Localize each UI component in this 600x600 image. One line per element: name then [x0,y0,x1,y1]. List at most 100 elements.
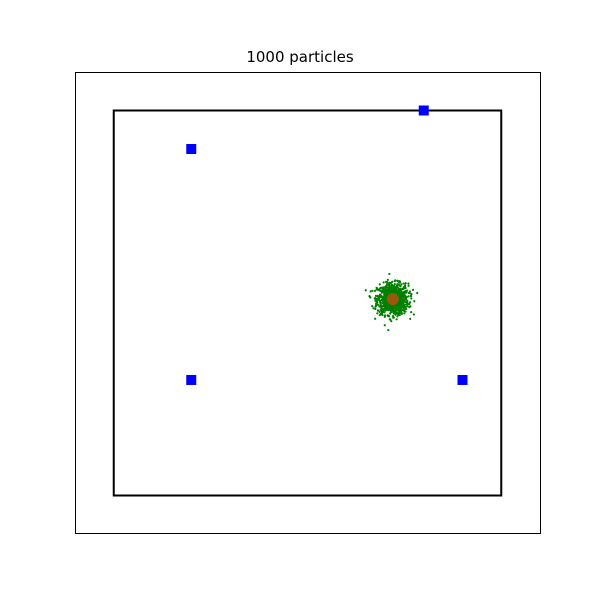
particle-point [383,295,386,298]
particle-point [402,282,405,285]
particle-point [396,315,399,318]
particle-point [374,302,378,305]
particle-point [409,295,413,298]
particle-point [389,281,393,285]
particle-point [374,317,377,320]
particle-point [375,300,378,303]
particle-point [381,289,385,292]
particle-point [396,280,399,283]
particle-point [412,313,415,316]
particle-point [387,291,390,294]
particle-point [409,317,412,320]
particle-point [396,290,399,293]
plot-frame [75,72,541,534]
particle-point [376,309,380,312]
particle-point [401,308,404,311]
particle-point [390,290,393,293]
particle-point [383,324,386,327]
particle-point [377,297,381,300]
particle-point [399,285,402,288]
particle-point [404,282,407,285]
particle-point [397,310,400,313]
particle-point [398,295,401,299]
particle-point [394,287,397,290]
particle-point [379,304,382,308]
particle-point [404,290,407,293]
particle-point [407,282,410,285]
particle-point [392,316,395,319]
world-boundary [112,109,503,497]
particle-point [379,312,382,315]
particle-point [398,304,402,307]
particle-point [393,305,396,309]
particle-point [381,298,384,301]
particle-point [407,284,410,287]
particle-point [376,288,380,291]
particle-point [401,296,404,299]
particle-point [373,289,377,293]
particle-point [369,290,372,293]
landmark-marker [457,375,468,385]
particle-point [400,304,403,307]
particle-point [413,300,416,303]
particle-point [375,286,378,289]
particle-point [408,291,411,295]
particle-point [385,286,388,289]
particle-point [401,301,405,304]
particle-point [391,310,395,313]
particle-point [374,297,377,300]
particle-point [397,287,400,290]
particle-point [388,318,391,321]
particle-point [394,289,397,292]
particle-point [384,314,387,317]
particle-point [405,298,408,301]
particle-point [411,288,415,291]
particle-point [400,293,403,296]
particle-point [399,306,403,309]
particle-point [390,284,393,287]
particle-point [383,291,386,294]
particle-point [404,295,407,299]
particle-point [410,297,413,300]
particle-point [388,281,391,284]
landmark-marker [418,105,429,116]
particle-point [385,301,388,304]
particle-point [388,272,391,276]
particle-point [408,306,411,309]
particle-point [382,302,385,305]
particle-point [386,314,389,317]
particle-point [404,307,407,311]
particle-point [398,314,401,317]
particle-point [388,304,391,307]
particle-point [394,311,397,314]
particle-point [386,281,389,284]
particle-point [383,289,386,292]
particle-point [400,283,403,286]
particle-point [385,304,388,307]
particle-point [406,303,409,306]
particle-point [398,291,402,294]
particle-point [392,312,395,315]
particle-point [374,305,377,308]
particle-point [389,309,393,313]
particle-point [407,295,410,298]
particle-point [410,310,413,314]
particle-point [390,307,394,311]
particle-point [378,283,381,286]
particle-point [386,278,389,282]
particle-point [382,281,385,284]
particle-point [403,285,406,288]
particle-point [371,304,374,308]
particle-point [406,305,409,308]
particle-point [405,289,409,292]
landmark-marker [186,144,197,154]
particle-point [376,303,380,306]
particle-point [386,283,389,286]
particle-point [403,298,406,301]
particle-point [376,294,379,298]
particle-point [368,295,371,298]
particle-point [402,303,406,306]
particle-point [394,279,397,282]
particle-point [380,294,383,298]
particle-point [381,305,385,308]
